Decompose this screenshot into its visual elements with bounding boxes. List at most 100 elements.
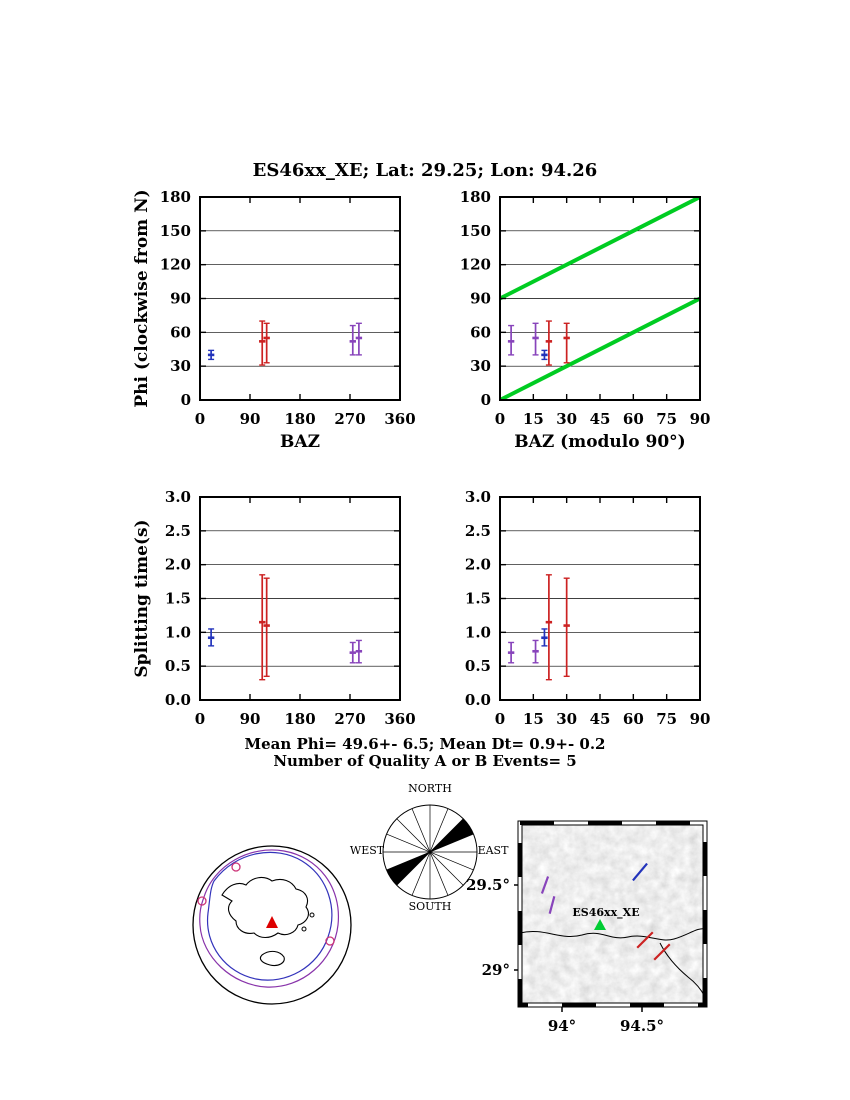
x-tick-label: 45 xyxy=(590,710,611,728)
distance-contour xyxy=(199,849,340,988)
x-tick-label: 90 xyxy=(240,710,261,728)
lon-tick-label: 94° xyxy=(548,1017,576,1035)
station-triangle-icon xyxy=(594,919,606,930)
y-axis-label: Phi (clockwise from N) xyxy=(132,189,152,407)
event-marker xyxy=(197,896,207,906)
x-tick-label: 45 xyxy=(590,410,611,428)
distance-contour xyxy=(206,851,333,981)
x-tick-label: 180 xyxy=(284,710,315,728)
y-tick-label: 0.0 xyxy=(165,691,191,709)
y-tick-label: 120 xyxy=(460,256,491,274)
rose-label-west: WEST xyxy=(349,844,385,857)
y-tick-label: 1.5 xyxy=(465,590,491,608)
figure-title: ES46xx_XE; Lat: 29.25; Lon: 94.26 xyxy=(252,160,598,181)
map-plot: ES46xx_XE 29.5° 29° 94° 94.5° xyxy=(466,820,708,1035)
station-label: ES46xx_XE xyxy=(572,906,639,920)
summary-text: Mean Phi= 49.6+- 6.5; Mean Dt= 0.9+- 0.2… xyxy=(0,736,850,770)
y-tick-label: 0 xyxy=(481,391,491,409)
measurement-error-bar xyxy=(263,577,270,678)
event-coverage-globe xyxy=(184,837,360,1013)
y-tick-label: 150 xyxy=(460,222,491,240)
y-tick-label: 0 xyxy=(181,391,191,409)
terrain-relief xyxy=(520,823,705,1005)
measurement-error-bar xyxy=(259,574,266,681)
phi-vs-baz-chart: 0 90 180 270 360 0 30 60 90 120 150 180 BAZ Phi (cloc… xyxy=(125,182,416,452)
splitting-bar xyxy=(636,931,654,949)
measurement-error-bar xyxy=(507,324,515,356)
measurement-error-bar xyxy=(349,641,356,664)
measurement-error-bar xyxy=(259,320,266,366)
x-tick-label: 0 xyxy=(495,710,505,728)
x-axis-label: BAZ (modulo 90°) xyxy=(514,432,685,450)
scatter-plot-dt_vs_baz_mod90: 0 15 30 45 60 75 90 0.0 0.5 1.0 1.5 2.0 2.5 3.0 xyxy=(465,488,711,728)
y-tick-label: 120 xyxy=(160,256,191,274)
measurement-error-bar xyxy=(545,320,553,366)
rose-filled-sector xyxy=(386,852,430,886)
rose-label-east: EAST xyxy=(477,844,509,857)
x-tick-label: 270 xyxy=(334,710,365,728)
x-tick-label: 90 xyxy=(690,410,711,428)
x-tick-label: 360 xyxy=(384,410,415,428)
x-tick-label: 0 xyxy=(195,410,205,428)
x-tick-label: 360 xyxy=(384,710,415,728)
dt-vs-baz-mod90-chart: 0 15 30 45 60 75 90 0.0 0.5 1.0 1.5 2.0 2.5 3.0 xyxy=(425,482,715,750)
x-tick-label: 60 xyxy=(623,410,644,428)
event-marker xyxy=(325,936,335,946)
phi-vs-baz-mod90-chart: 0 15 30 45 60 75 90 0 30 60 90 120 150 180 BAZ (modulo… xyxy=(425,182,715,452)
x-tick-label: 0 xyxy=(195,710,205,728)
lon-tick-label: 94.5° xyxy=(620,1017,664,1035)
y-tick-label: 90 xyxy=(470,290,491,308)
measurement-error-bar xyxy=(541,628,548,647)
x-tick-label: 0 xyxy=(495,410,505,428)
x-tick-label: 75 xyxy=(656,710,677,728)
trend-line xyxy=(500,296,700,400)
dt-vs-baz-chart: 0 90 180 270 360 0.0 0.5 1.0 1.5 2.0 2.5 3.0 Splitti… xyxy=(125,482,416,750)
y-tick-label: 60 xyxy=(170,323,191,341)
measurement-error-bar xyxy=(507,641,515,664)
river-line xyxy=(519,928,706,941)
y-tick-label: 2.5 xyxy=(165,522,191,540)
x-tick-label: 90 xyxy=(690,710,711,728)
lat-tick-label: 29° xyxy=(482,961,510,979)
measurement-error-bar xyxy=(563,577,570,678)
coastline xyxy=(259,950,285,967)
scatter-plot-phi_vs_baz: 0 90 180 270 360 0 30 60 90 120 150 180 BAZ Phi (cloc… xyxy=(132,188,416,452)
y-tick-label: 1.0 xyxy=(165,623,191,641)
rose-label-north: NORTH xyxy=(408,782,452,795)
x-tick-label: 180 xyxy=(284,410,315,428)
y-tick-label: 1.0 xyxy=(465,623,491,641)
measurement-error-bar xyxy=(541,349,548,361)
river-line xyxy=(659,942,706,998)
y-tick-label: 2.0 xyxy=(165,556,191,574)
y-tick-label: 180 xyxy=(160,188,191,206)
y-tick-label: 90 xyxy=(170,290,191,308)
x-tick-label: 270 xyxy=(334,410,365,428)
measurement-error-bar xyxy=(355,639,363,664)
trend-line xyxy=(500,197,700,301)
coastline xyxy=(221,876,309,939)
globe-plot xyxy=(192,845,352,1005)
y-tick-label: 180 xyxy=(460,188,491,206)
lat-tick-label: 29.5° xyxy=(466,876,510,894)
y-tick-label: 0.5 xyxy=(165,657,191,675)
x-tick-label: 30 xyxy=(556,410,577,428)
y-tick-label: 2.5 xyxy=(465,522,491,540)
y-tick-label: 30 xyxy=(170,357,191,375)
x-tick-label: 30 xyxy=(556,710,577,728)
station-map: ES46xx_XE 29.5° 29° 94° 94.5° xyxy=(460,815,710,1037)
phi-rose-diagram: NORTH SOUTH WEST EAST xyxy=(345,782,515,914)
y-tick-label: 3.0 xyxy=(465,488,491,506)
measurement-error-bar xyxy=(263,322,270,364)
y-tick-label: 30 xyxy=(470,357,491,375)
rose-plot xyxy=(382,804,478,900)
x-tick-label: 15 xyxy=(523,410,544,428)
splitting-bar xyxy=(653,943,671,961)
event-marker xyxy=(231,862,241,872)
y-tick-label: 0.0 xyxy=(465,691,491,709)
y-tick-label: 1.5 xyxy=(165,590,191,608)
event-count-line: Number of Quality A or B Events= 5 xyxy=(273,752,577,770)
measurement-error-bar xyxy=(532,639,539,664)
rose-filled-sector xyxy=(430,818,474,852)
rose-label-south: SOUTH xyxy=(408,900,452,913)
